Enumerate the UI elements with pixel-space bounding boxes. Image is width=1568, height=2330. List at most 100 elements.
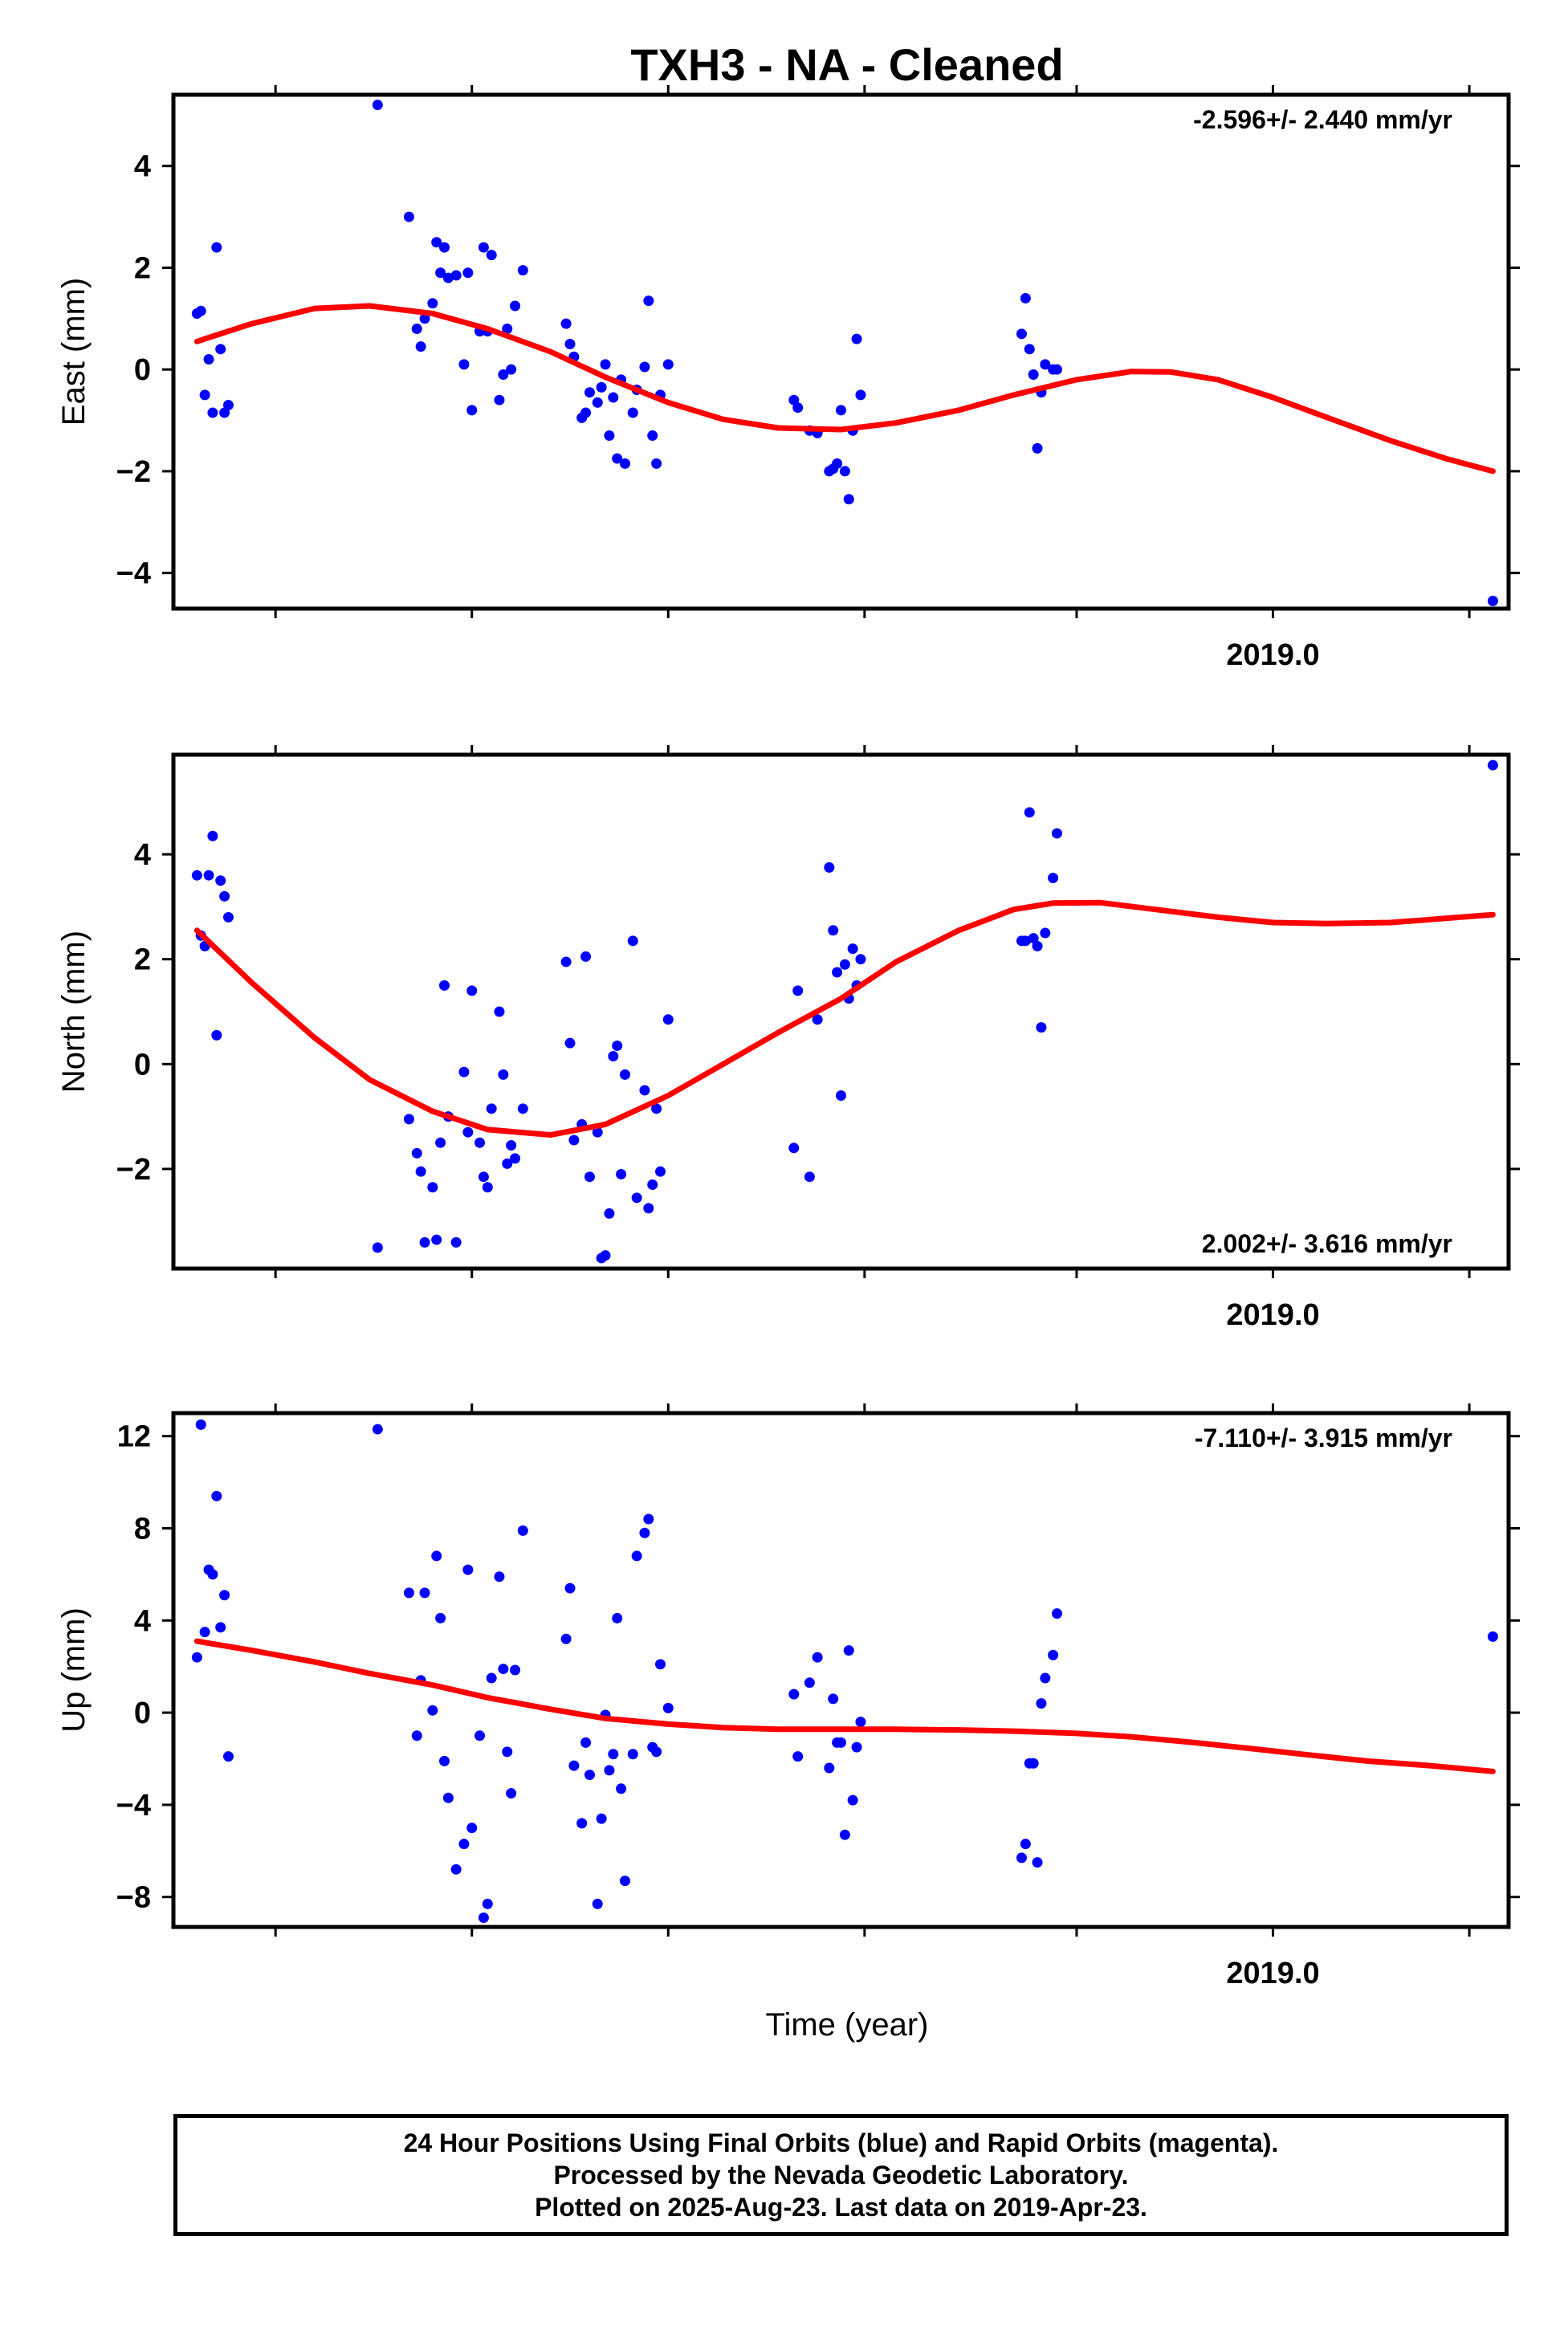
up-data-point bbox=[510, 1664, 521, 1676]
east-data-point bbox=[855, 389, 866, 401]
north-y-axis-title: North (mm) bbox=[56, 931, 92, 1093]
north-data-point bbox=[662, 1014, 674, 1025]
east-data-point bbox=[372, 100, 383, 111]
processing-note-line-1: 24 Hour Positions Using Final Orbits (bl… bbox=[403, 2128, 1279, 2157]
east-data-point bbox=[435, 267, 446, 279]
north-data-point bbox=[580, 951, 592, 962]
east-data-point bbox=[510, 300, 521, 312]
east-data-point bbox=[612, 453, 623, 464]
processing-note-line-2: Processed by the Nevada Geodetic Laborat… bbox=[553, 2161, 1129, 2189]
east-data-point bbox=[199, 389, 210, 401]
north-data-point bbox=[1052, 828, 1063, 839]
east-data-point bbox=[494, 394, 505, 405]
up-data-point bbox=[517, 1525, 528, 1536]
up-data-point bbox=[824, 1762, 835, 1774]
east-data-point bbox=[564, 338, 576, 349]
up-data-point bbox=[219, 1590, 230, 1601]
north-data-point bbox=[627, 935, 638, 947]
north-data-point bbox=[494, 1006, 505, 1017]
east-data-point bbox=[415, 341, 426, 352]
north-data-point bbox=[403, 1114, 414, 1125]
up-data-point bbox=[419, 1587, 430, 1599]
east-plot-frame bbox=[171, 92, 1511, 611]
east-data-point bbox=[596, 381, 607, 393]
up-data-layer bbox=[191, 1419, 1498, 1924]
up-data-point bbox=[584, 1770, 595, 1781]
east-data-point bbox=[580, 407, 592, 418]
up-data-point bbox=[560, 1633, 572, 1644]
up-data-point bbox=[812, 1652, 823, 1663]
up-data-point bbox=[462, 1564, 474, 1575]
up-data-point bbox=[788, 1688, 800, 1700]
north-data-point bbox=[431, 1234, 442, 1245]
north-data-point bbox=[207, 830, 218, 841]
up-data-point bbox=[1036, 1698, 1047, 1709]
up-data-point bbox=[847, 1794, 858, 1806]
east-data-point bbox=[619, 458, 630, 469]
north-data-point bbox=[1032, 940, 1043, 951]
east-y-tick-label: −4 bbox=[116, 557, 151, 591]
north-data-point bbox=[1024, 807, 1035, 818]
east-data-point bbox=[608, 392, 619, 403]
north-data-point bbox=[828, 925, 839, 936]
east-data-point bbox=[215, 344, 226, 355]
east-data-point bbox=[506, 364, 517, 375]
east-data-point bbox=[403, 211, 414, 222]
up-data-point bbox=[662, 1702, 674, 1713]
up-y-tick-label: 4 bbox=[134, 1604, 151, 1638]
east-y-tick-label: 4 bbox=[134, 150, 151, 184]
east-data-point bbox=[792, 402, 804, 413]
north-velocity-label: 2.002+/- 3.616 mm/yr bbox=[1202, 1229, 1452, 1258]
up-data-point bbox=[851, 1741, 862, 1753]
north-data-point bbox=[600, 1250, 611, 1261]
up-data-point bbox=[1048, 1649, 1059, 1660]
north-data-point bbox=[836, 1090, 846, 1101]
north-y-tick-label: 2 bbox=[134, 943, 151, 977]
east-data-point bbox=[851, 333, 862, 344]
north-data-point bbox=[647, 1179, 658, 1191]
east-data-point bbox=[647, 430, 658, 442]
up-data-point bbox=[199, 1627, 210, 1638]
east-data-point bbox=[431, 237, 442, 248]
up-data-point bbox=[211, 1490, 222, 1501]
up-data-point bbox=[828, 1693, 839, 1705]
north-data-point bbox=[458, 1066, 470, 1077]
panel-north: −2 0 2 4 2019.0 North (mm) 2.002+/- 3.616 mm/y… bbox=[56, 745, 1520, 1332]
up-y-axis-title: Up (mm) bbox=[56, 1607, 92, 1733]
east-data-point bbox=[442, 272, 454, 283]
north-data-point bbox=[411, 1147, 422, 1159]
up-data-point bbox=[442, 1792, 454, 1803]
up-data-point bbox=[486, 1672, 497, 1684]
east-data-point bbox=[1020, 292, 1031, 303]
up-y-tick-label: 8 bbox=[134, 1512, 151, 1546]
up-y-tick-label: 12 bbox=[117, 1420, 151, 1454]
north-data-point bbox=[372, 1242, 383, 1253]
north-data-point bbox=[191, 870, 202, 881]
up-data-point bbox=[608, 1749, 619, 1760]
east-data-point bbox=[600, 359, 611, 370]
north-data-point bbox=[222, 911, 234, 923]
up-data-point bbox=[655, 1659, 666, 1670]
north-data-point bbox=[792, 985, 804, 996]
up-data-point bbox=[580, 1737, 592, 1748]
up-data-point bbox=[450, 1864, 462, 1875]
east-data-point bbox=[662, 359, 674, 370]
east-data-point bbox=[466, 405, 478, 416]
east-data-point bbox=[1032, 442, 1043, 454]
north-data-point bbox=[211, 1029, 222, 1041]
up-data-point bbox=[643, 1513, 654, 1525]
up-fit-line bbox=[193, 1638, 1496, 1774]
up-data-point bbox=[478, 1912, 489, 1924]
north-data-point bbox=[462, 1126, 474, 1138]
panel-up: −8 −4 0 4 8 12 2019.0 Up (mm) -7.110+/- 3.915 mm… bbox=[56, 1403, 1520, 1990]
east-data-point bbox=[592, 397, 603, 408]
up-data-point bbox=[855, 1717, 866, 1728]
east-data-point bbox=[584, 387, 595, 398]
up-data-point bbox=[191, 1652, 202, 1663]
up-data-point bbox=[431, 1550, 442, 1562]
east-data-point bbox=[498, 369, 509, 381]
east-data-point bbox=[604, 430, 615, 442]
east-data-point bbox=[627, 407, 638, 418]
east-data-point bbox=[1028, 369, 1039, 381]
